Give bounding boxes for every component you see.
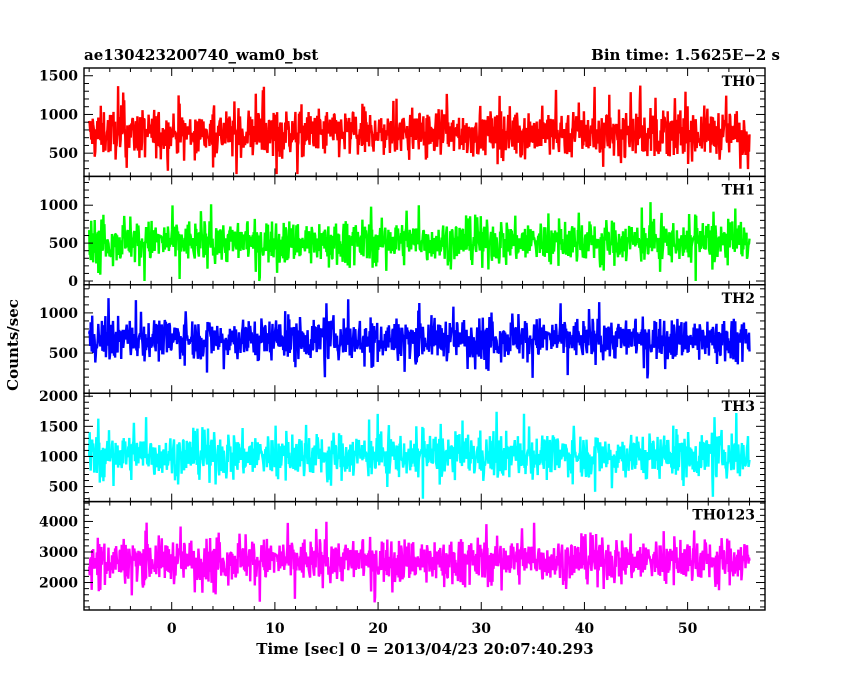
panel-label: TH1 bbox=[722, 182, 755, 198]
x-tick-label: 40 bbox=[575, 621, 595, 637]
y-tick-label: 500 bbox=[49, 480, 78, 496]
panel-th2: 500 1000 TH2 bbox=[39, 284, 766, 394]
y-tick-label: 1000 bbox=[39, 107, 78, 123]
y-ticks: 500 1000 bbox=[39, 288, 765, 386]
y-tick-label: 1000 bbox=[39, 449, 78, 465]
panel-label: TH0123 bbox=[692, 508, 755, 524]
y-ticks: 500 1000 1500 bbox=[39, 69, 765, 170]
panel-frame bbox=[83, 500, 766, 611]
y-tick-label: 1000 bbox=[39, 306, 78, 322]
series-line-th0123 bbox=[88, 521, 751, 603]
y-tick-label: 2000 bbox=[39, 576, 78, 592]
y-tick-label: 500 bbox=[49, 346, 78, 362]
x-tick-label: 50 bbox=[678, 621, 698, 637]
y-ticks: 2000 3000 4000 bbox=[39, 502, 765, 608]
y-tick-label: 1000 bbox=[39, 198, 78, 214]
series-line-th1 bbox=[88, 202, 751, 282]
panel-label: TH0 bbox=[722, 74, 756, 90]
y-axis-title: Counts/sec bbox=[4, 299, 22, 391]
chart-title: ae130423200740_wam0_bst bbox=[84, 46, 318, 64]
panel-label: TH2 bbox=[722, 291, 755, 307]
y-tick-label: 2000 bbox=[39, 389, 78, 405]
y-tick-label: 500 bbox=[49, 146, 78, 162]
series-line-th0 bbox=[88, 85, 751, 175]
y-tick-label: 1500 bbox=[39, 419, 78, 435]
y-tick-label: 4000 bbox=[39, 514, 78, 530]
y-tick-label: 500 bbox=[49, 236, 78, 252]
panel-th0123: 2000 3000 4000 TH0123 bbox=[39, 500, 766, 611]
y-tick-label: 0 bbox=[68, 274, 78, 290]
panel-th3: 500 1000 1500 2000 TH3 bbox=[39, 389, 766, 503]
y-ticks: 0 500 1000 bbox=[39, 181, 765, 290]
x-tick-label: 30 bbox=[472, 621, 492, 637]
y-tick-label: 3000 bbox=[39, 545, 78, 561]
panels-group: 500 1000 1500 TH0 0 500 1000 TH1 500 1000 TH2 500 10… bbox=[39, 67, 766, 611]
x-axis-title: Time [sec] 0 = 2013/04/23 20:07:40.293 bbox=[256, 640, 593, 658]
x-tick-label: 0 bbox=[167, 621, 177, 637]
series-line-th2 bbox=[88, 298, 751, 379]
y-ticks: 500 1000 1500 2000 bbox=[39, 389, 765, 500]
series-line-th3 bbox=[88, 411, 751, 499]
y-tick-label: 1500 bbox=[39, 69, 78, 85]
x-tick-label: 20 bbox=[368, 621, 388, 637]
panel-label: TH3 bbox=[722, 399, 755, 415]
panel-th1: 0 500 1000 TH1 bbox=[39, 175, 766, 290]
panel-th0: 500 1000 1500 TH0 bbox=[39, 67, 766, 178]
x-axis: 0 10 20 30 40 50 bbox=[167, 621, 698, 637]
x-tick-label: 10 bbox=[265, 621, 285, 637]
bin-time-label: Bin time: 1.5625E−2 s bbox=[591, 46, 780, 64]
